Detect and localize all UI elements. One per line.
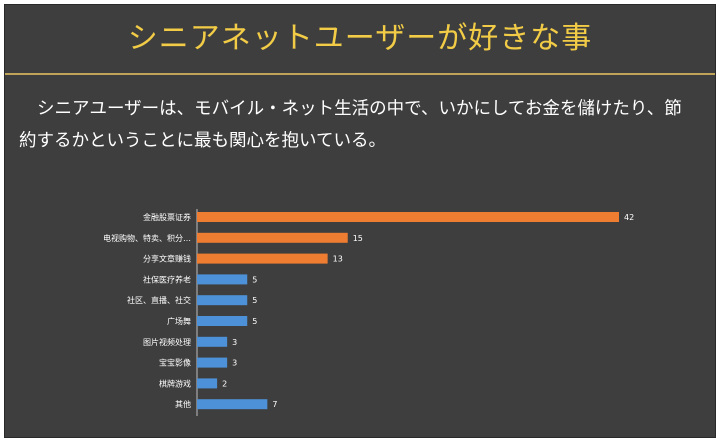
data-label: 5 bbox=[252, 296, 257, 305]
bar bbox=[197, 274, 248, 285]
slide: シニアネットユーザーが好きな事 シニアユーザーは、モバイル・ネット生活の中で、い… bbox=[4, 4, 716, 438]
data-label: 2 bbox=[222, 379, 227, 388]
bar bbox=[197, 316, 248, 326]
bar bbox=[197, 378, 218, 389]
category-label: 广场舞 bbox=[167, 316, 191, 326]
bar bbox=[197, 336, 228, 347]
data-label: 3 bbox=[232, 338, 237, 347]
category-label: 图片视频处理 bbox=[143, 337, 191, 347]
data-label: 3 bbox=[232, 359, 237, 368]
data-label: 7 bbox=[272, 400, 277, 409]
category-label: 其他 bbox=[175, 399, 191, 409]
bar-chart: 金融股票证券 42 电视购物、特卖、积分… 15 分享文章赚钱 13 社保医疗养老 5 社区、直… bbox=[103, 209, 634, 416]
bar bbox=[197, 253, 328, 264]
category-label: 社区、直播、社交 bbox=[127, 295, 191, 305]
data-label: 5 bbox=[252, 275, 257, 284]
data-label: 13 bbox=[333, 255, 343, 264]
bar bbox=[197, 295, 248, 306]
body-text: シニアユーザーは、モバイル・ネット生活の中で、いかにしてお金を儲けたり、節約する… bbox=[19, 99, 682, 151]
title-divider bbox=[5, 73, 715, 75]
bar bbox=[197, 232, 348, 243]
category-label: 金融股票证券 bbox=[143, 212, 191, 222]
category-label: 分享文章赚钱 bbox=[143, 254, 191, 264]
category-label: 棋牌游戏 bbox=[159, 378, 191, 388]
bar bbox=[197, 212, 619, 222]
bar bbox=[197, 399, 268, 410]
data-label: 5 bbox=[252, 317, 257, 326]
data-label: 42 bbox=[624, 213, 634, 222]
category-label: 宝宝影像 bbox=[159, 358, 191, 368]
bar bbox=[197, 357, 228, 368]
data-label: 15 bbox=[353, 234, 363, 243]
category-label: 社保医疗养老 bbox=[143, 274, 191, 284]
slide-title: シニアネットユーザーが好きな事 bbox=[127, 21, 593, 56]
category-label: 电视购物、特卖、积分… bbox=[103, 233, 191, 243]
